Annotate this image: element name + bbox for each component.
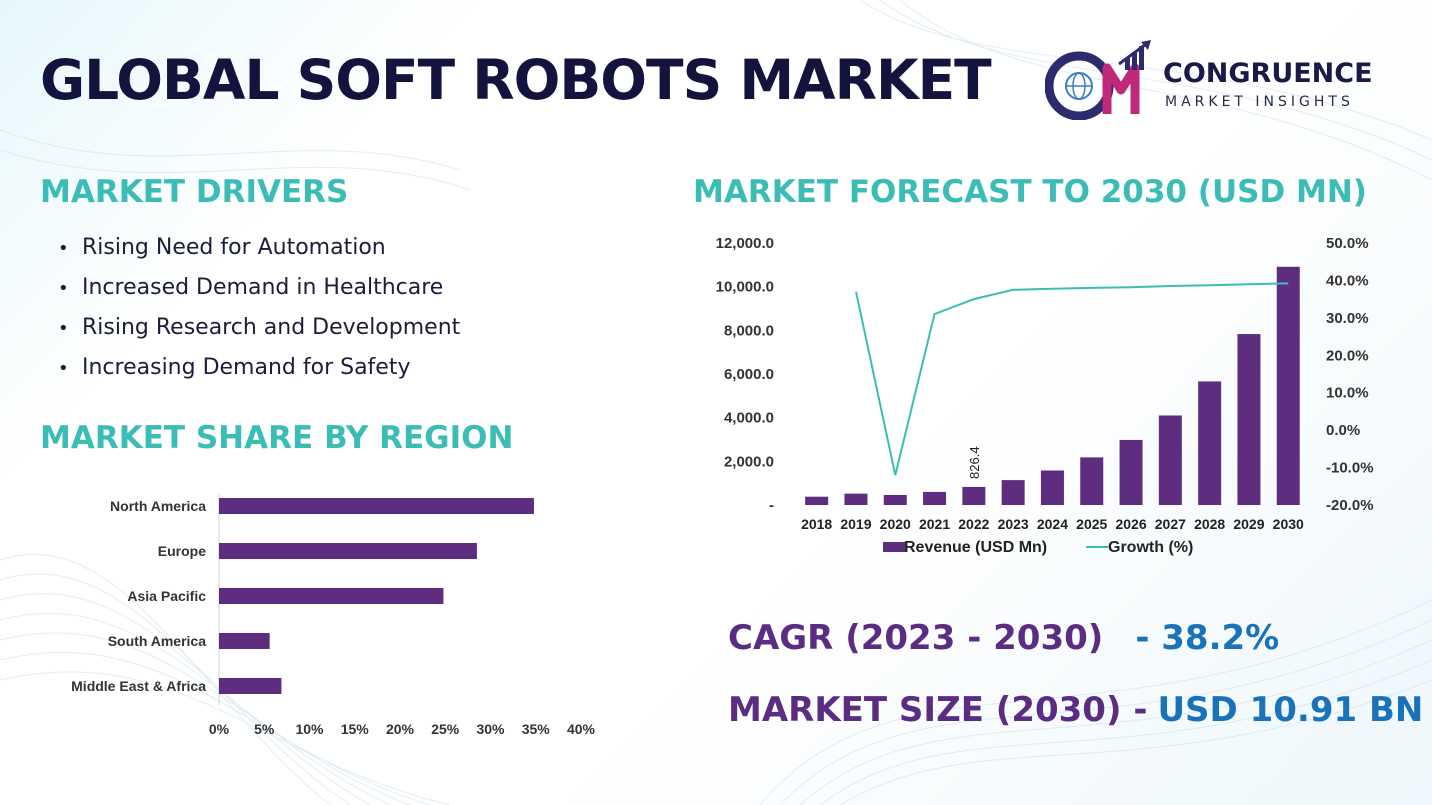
region-label: Asia Pacific [127, 588, 206, 604]
cagr-label: CAGR (2023 - 2030) [728, 618, 1104, 658]
revenue-data-label: 826.4 [967, 446, 982, 479]
market-size-label: MARKET SIZE (2030) - [728, 690, 1148, 730]
region-bar [219, 633, 270, 649]
bullet-icon: • [58, 318, 69, 339]
forecast-x-tick: 2030 [1273, 516, 1304, 532]
bullet-icon: • [58, 358, 69, 379]
region-x-tick: 35% [522, 721, 551, 737]
market-size-value: USD 10.91 BN [1157, 690, 1424, 730]
revenue-bar [1198, 381, 1222, 505]
revenue-bar [1276, 266, 1300, 505]
region-label: North America [110, 498, 206, 514]
revenue-bar [923, 491, 947, 505]
globe-bar-chart-arrow-icon [1045, 40, 1151, 120]
forecast-left-tick: 8,000.0 [724, 322, 774, 339]
logo-name: CONGRUENCE [1163, 58, 1373, 89]
forecast-right-tick: -10.0% [1326, 460, 1374, 477]
region-heading: MARKET SHARE BY REGION [40, 420, 514, 456]
forecast-right-tick: 50.0% [1326, 235, 1369, 252]
page-title: GLOBAL SOFT ROBOTS MARKET [40, 48, 992, 112]
revenue-bar [1040, 470, 1064, 505]
revenue-bar [1001, 480, 1025, 505]
revenue-bar [1080, 457, 1104, 505]
bullet-icon: • [58, 278, 69, 299]
forecast-heading: MARKET FORECAST TO 2030 (USD MN) [693, 174, 1367, 210]
drivers-list: • Rising Need for Automation • Increased D… [58, 228, 460, 388]
cagr-value: - 38.2% [1135, 618, 1280, 658]
region-x-tick: 20% [386, 721, 415, 737]
region-x-tick: 15% [341, 721, 370, 737]
region-x-tick: 0% [209, 721, 230, 737]
region-x-tick: 5% [254, 721, 275, 737]
brand-logo: CONGRUENCE MARKET INSIGHTS [1045, 40, 1405, 120]
logo-subtitle: MARKET INSIGHTS [1165, 94, 1354, 110]
forecast-x-tick: 2021 [919, 516, 950, 532]
forecast-x-tick: 2025 [1076, 516, 1107, 532]
bullet-icon: • [58, 238, 69, 259]
revenue-bar [962, 486, 986, 505]
forecast-left-tick: - [769, 497, 774, 514]
legend-revenue-swatch [883, 542, 905, 552]
forecast-x-tick: 2026 [1115, 516, 1146, 532]
region-share-chart: North America Europe Asia Pacific South Ame… [71, 494, 596, 737]
region-label: Europe [158, 543, 206, 559]
region-x-tick: 25% [431, 721, 460, 737]
region-x-tick: 40% [567, 721, 596, 737]
revenue-bar [1158, 415, 1182, 505]
region-bar [219, 543, 477, 559]
forecast-chart: - 2,000.0 4,000.0 6,000.0 8,000.0 10,000.0 12,… [716, 235, 1374, 556]
forecast-right-tick: 10.0% [1326, 385, 1369, 402]
region-x-tick: 10% [295, 721, 324, 737]
forecast-x-tick: 2027 [1155, 516, 1186, 532]
revenue-bar [1237, 334, 1261, 505]
region-x-tick: 30% [476, 721, 505, 737]
cagr-kpi: CAGR (2023 - 2030) - 38.2% [728, 618, 1279, 658]
region-label: South America [108, 633, 206, 649]
region-label: Middle East & Africa [71, 678, 206, 694]
forecast-x-tick: 2020 [880, 516, 911, 532]
drivers-heading: MARKET DRIVERS [40, 174, 349, 210]
market-size-kpi: MARKET SIZE (2030) - USD 10.91 BN [728, 690, 1423, 730]
forecast-right-tick: -20.0% [1326, 497, 1374, 514]
growth-line [855, 282, 1289, 476]
legend-revenue-label: Revenue (USD Mn) [904, 539, 1047, 556]
forecast-x-tick: 2022 [958, 516, 989, 532]
region-bar [219, 498, 534, 514]
forecast-left-tick: 2,000.0 [724, 453, 774, 470]
forecast-x-tick: 2023 [998, 516, 1029, 532]
forecast-x-tick: 2029 [1233, 516, 1264, 532]
forecast-left-tick: 10,000.0 [716, 279, 774, 296]
forecast-left-tick: 12,000.0 [716, 235, 774, 252]
forecast-right-tick: 0.0% [1326, 422, 1360, 439]
driver-item: • Rising Research and Development [58, 308, 460, 348]
forecast-x-tick: 2019 [840, 516, 871, 532]
forecast-x-tick: 2028 [1194, 516, 1225, 532]
forecast-left-tick: 4,000.0 [724, 410, 774, 427]
driver-item: • Rising Need for Automation [58, 228, 460, 268]
region-bar [219, 678, 282, 694]
revenue-bar [883, 494, 907, 505]
revenue-bar [844, 493, 868, 505]
forecast-x-tick: 2024 [1037, 516, 1068, 532]
forecast-x-tick: 2018 [801, 516, 832, 532]
forecast-right-tick: 40.0% [1326, 272, 1369, 289]
revenue-bar [805, 496, 829, 505]
forecast-right-tick: 30.0% [1326, 310, 1369, 327]
region-bar [219, 588, 444, 604]
forecast-right-tick: 20.0% [1326, 347, 1369, 364]
revenue-bar [1119, 439, 1143, 505]
driver-item: • Increasing Demand for Safety [58, 348, 460, 388]
driver-item: • Increased Demand in Healthcare [58, 268, 460, 308]
legend-growth-label: Growth (%) [1108, 539, 1193, 556]
forecast-left-tick: 6,000.0 [724, 366, 774, 383]
